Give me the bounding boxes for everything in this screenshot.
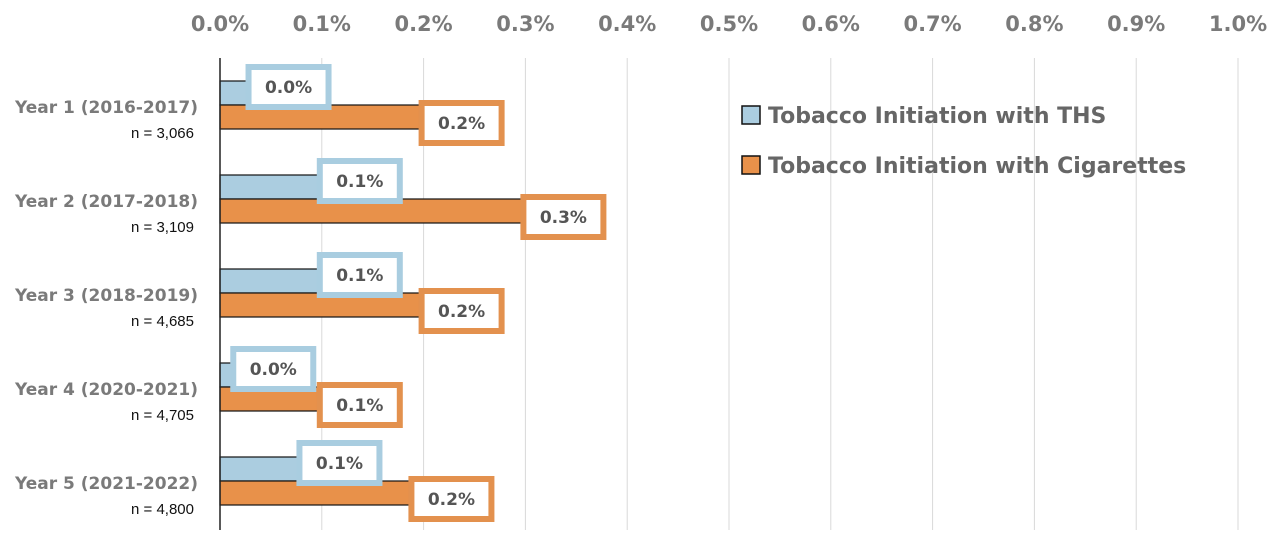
x-tick-label: 0.0%	[191, 12, 249, 36]
x-tick-label: 0.3%	[496, 12, 554, 36]
sample-size-label: n = 4,685	[131, 313, 194, 330]
category-label: Year 4 (2020-2021)	[14, 380, 198, 400]
category-label: Year 3 (2018-2019)	[14, 286, 198, 306]
data-label: 0.0%	[250, 360, 297, 380]
x-tick-label: 1.0%	[1209, 12, 1267, 36]
data-label-box	[418, 288, 505, 334]
ths-bar	[219, 456, 303, 482]
sample-size-label: n = 4,705	[131, 407, 194, 424]
data-label: 0.0%	[265, 78, 312, 98]
data-label: 0.2%	[428, 490, 475, 510]
x-tick-label: 0.8%	[1005, 12, 1063, 36]
legend-label: Tobacco Initiation with THS	[768, 104, 1106, 129]
x-tick-label: 0.6%	[802, 12, 860, 36]
sample-size-label: n = 4,800	[131, 501, 194, 518]
data-label-box	[316, 158, 403, 204]
bars	[219, 80, 526, 506]
x-tick-label: 0.9%	[1107, 12, 1165, 36]
ths-bar	[219, 268, 323, 294]
category-label: Year 2 (2017-2018)	[14, 192, 198, 212]
ths-bar	[219, 174, 323, 200]
data-label-box	[296, 440, 383, 486]
legend-swatch-ths	[741, 105, 761, 125]
data-label: 0.3%	[540, 208, 587, 228]
data-label-box	[520, 194, 607, 240]
sample-size-label: n = 3,066	[131, 125, 194, 142]
x-axis-tick-labels: 0.0% 0.1% 0.2% 0.3% 0.4% 0.5% 0.6% 0.7% 0.8% 0.9%…	[191, 12, 1267, 36]
sample-size-label: n = 3,109	[131, 219, 194, 236]
legend-label: Tobacco Initiation with Cigarettes	[768, 154, 1186, 179]
data-label: 0.1%	[316, 454, 363, 474]
x-tick-label: 0.4%	[598, 12, 656, 36]
data-label: 0.1%	[336, 396, 383, 416]
data-label-box	[408, 476, 495, 522]
x-tick-label: 0.2%	[394, 12, 452, 36]
data-label-box	[316, 382, 403, 428]
data-label: 0.1%	[336, 172, 383, 192]
data-label-box	[245, 64, 332, 110]
data-labels: 0.0% 0.2% 0.1% 0.3% 0.1% 0.2% 0.0% 0.1% 0.1% 0.2%	[230, 64, 607, 522]
legend-swatch-cigarettes	[741, 155, 761, 175]
data-label-box	[230, 346, 317, 392]
x-tick-label: 0.7%	[903, 12, 961, 36]
category-label: Year 5 (2021-2022)	[14, 474, 198, 494]
data-label: 0.2%	[438, 114, 485, 134]
data-label: 0.2%	[438, 302, 485, 322]
x-tick-label: 0.1%	[293, 12, 351, 36]
category-label: Year 1 (2016-2017)	[14, 98, 198, 118]
data-label: 0.1%	[336, 266, 383, 286]
category-labels: Year 1 (2016-2017) n = 3,066 Year 2 (2017-…	[14, 98, 198, 518]
x-tick-label: 0.5%	[700, 12, 758, 36]
legend: Tobacco Initiation with THS Tobacco Initi…	[741, 104, 1186, 179]
data-label-box	[418, 100, 505, 146]
data-label-box	[316, 252, 403, 298]
